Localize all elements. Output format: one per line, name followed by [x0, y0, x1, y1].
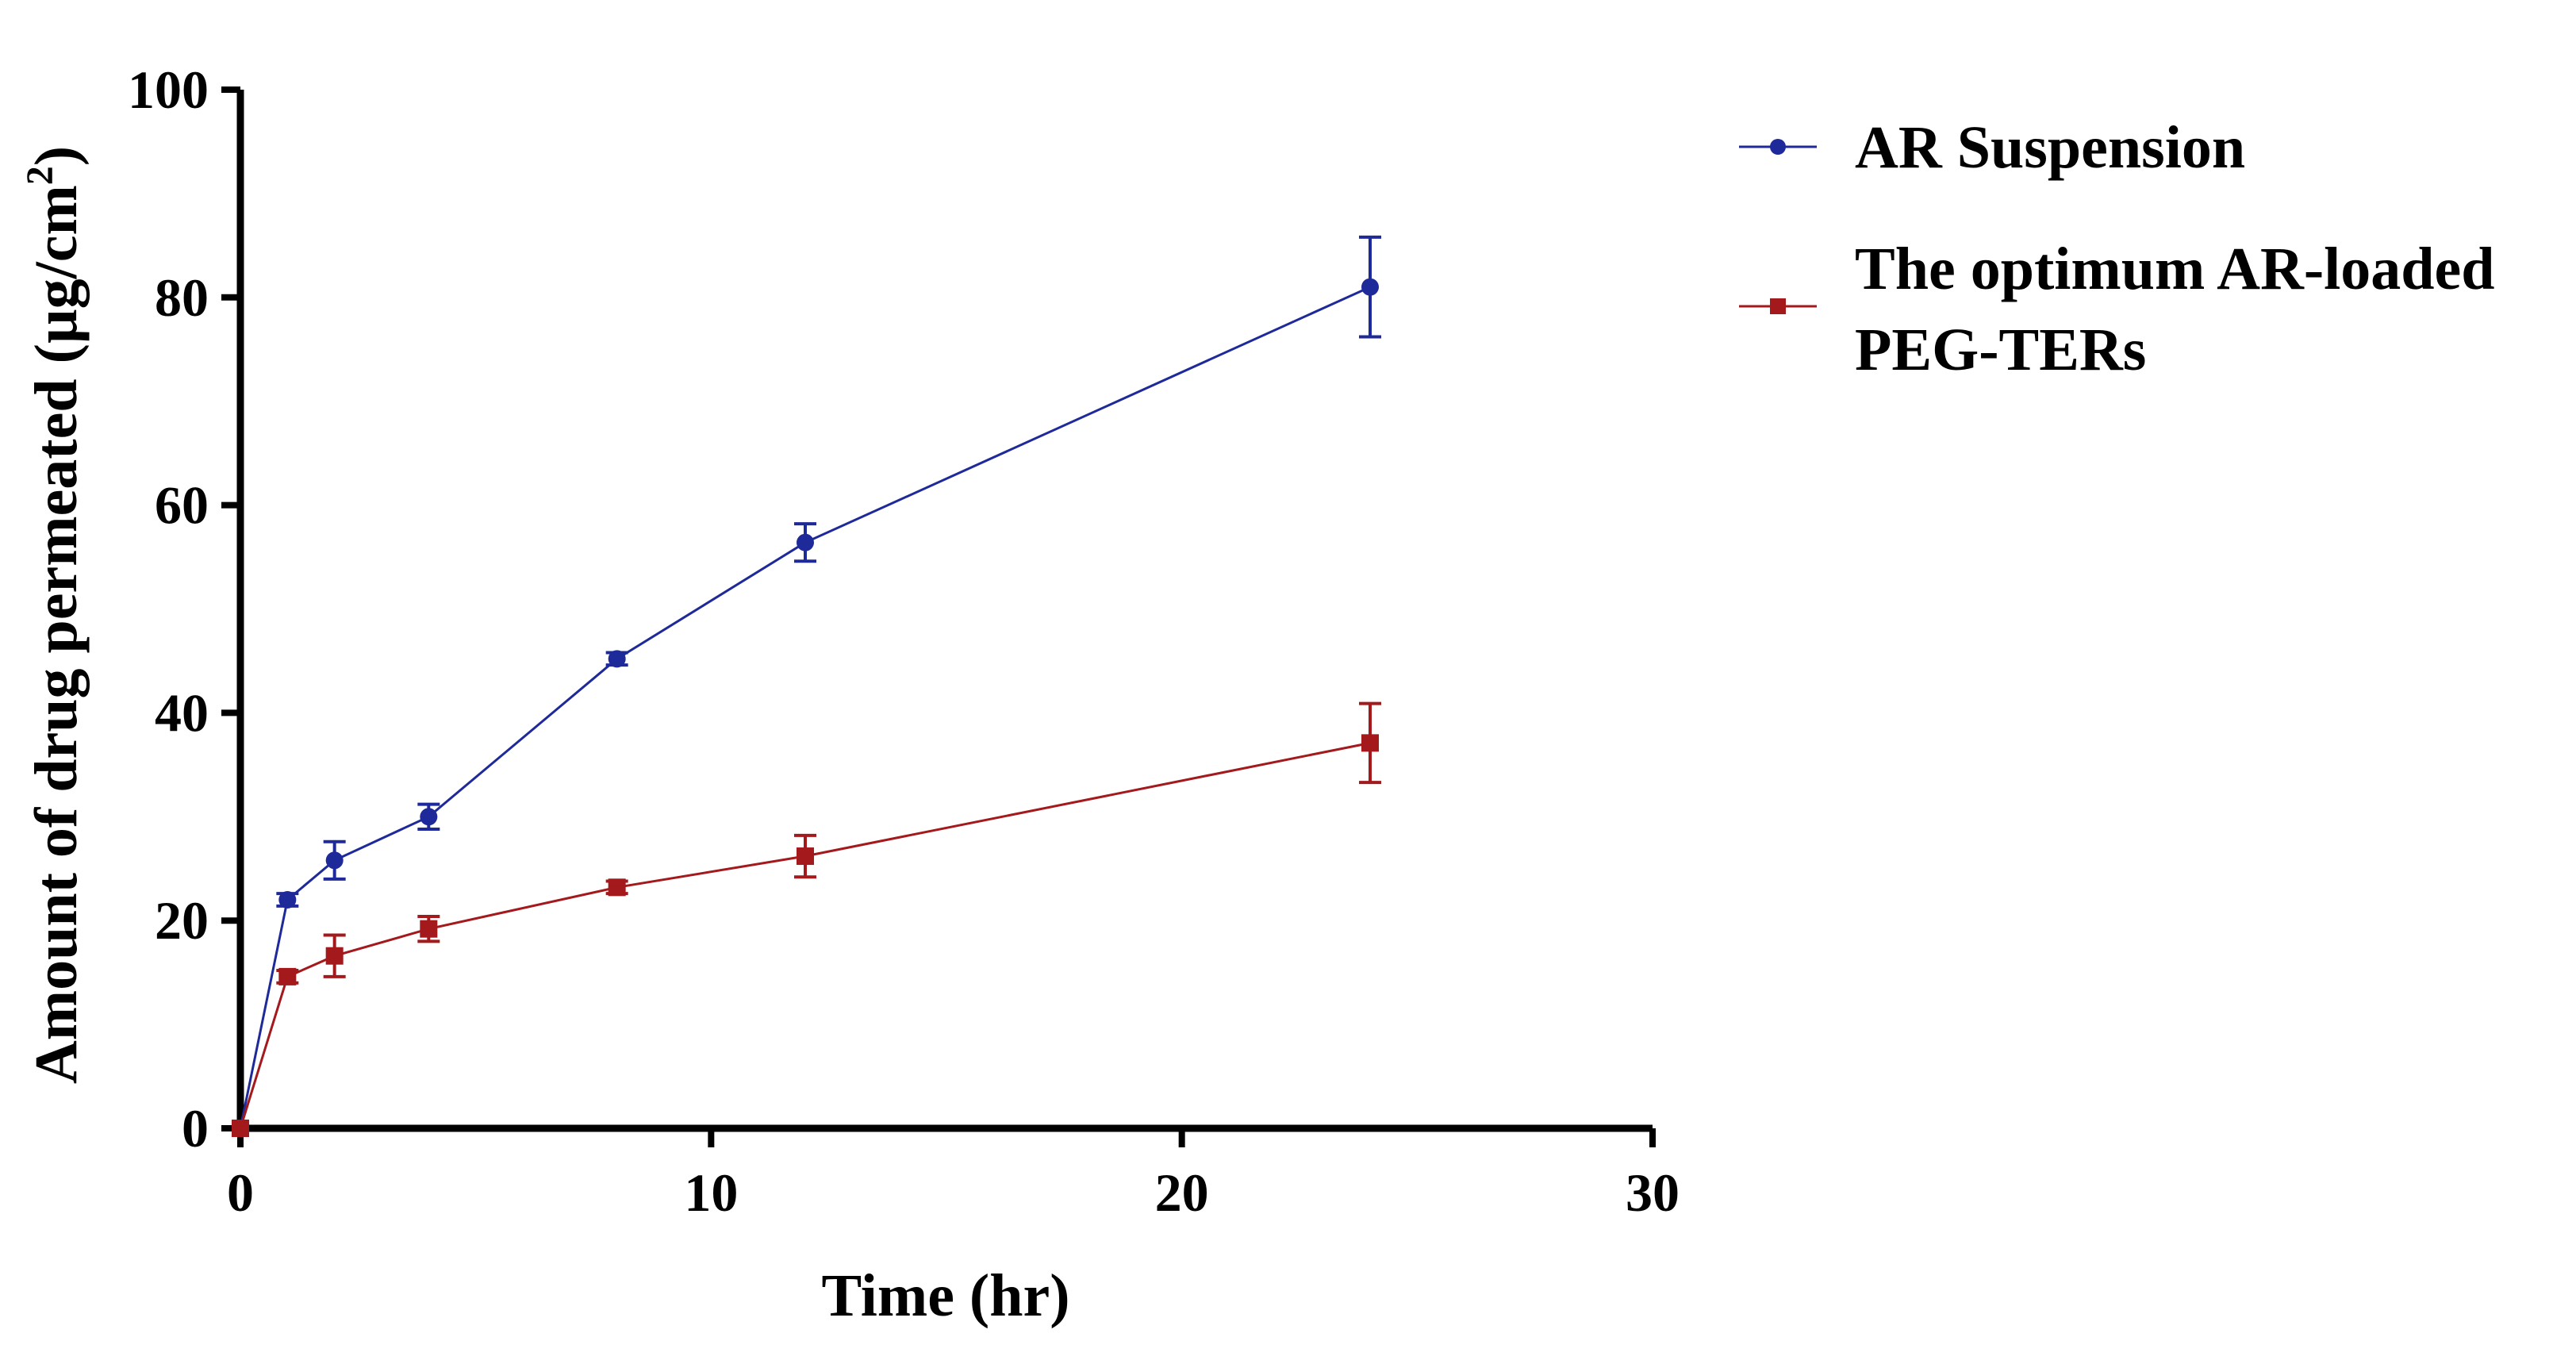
x-tick-label: 20	[1155, 1162, 1209, 1223]
x-tick-label: 30	[1626, 1162, 1680, 1223]
x-tick-label: 10	[684, 1162, 738, 1223]
series-line	[239, 741, 1371, 1129]
data-point	[797, 533, 814, 551]
plot-area: 0 20 40 60 80 100 0 10 20 30	[128, 60, 1680, 1223]
data-point	[278, 891, 297, 909]
legend-item-2: The optimum AR-loaded PEG-TERs	[1739, 236, 2495, 383]
data-point	[278, 967, 297, 985]
legend: AR Suspension The optimum AR-loaded PEG-TE…	[1739, 114, 2495, 383]
y-tick-label: 20	[155, 890, 209, 951]
y-tick-label: 0	[182, 1098, 209, 1158]
legend-marker	[1770, 298, 1786, 314]
data-point	[608, 878, 626, 897]
series-1	[232, 235, 1381, 1137]
legend-label: PEG-TERs	[1855, 317, 2146, 383]
data-point	[325, 947, 344, 965]
x-tick-label: 0	[227, 1162, 254, 1223]
data-point	[420, 808, 438, 826]
legend-marker	[1770, 139, 1786, 155]
y-axis-title-close: )	[23, 146, 90, 166]
legend-label: The optimum AR-loaded	[1855, 236, 2495, 302]
data-point	[1361, 278, 1379, 296]
data-point	[232, 1120, 249, 1137]
data-point	[797, 847, 814, 866]
data-point	[325, 851, 344, 870]
x-axis-title: Time (hr)	[821, 1262, 1069, 1329]
legend-label: AR Suspension	[1855, 114, 2245, 181]
y-axis-title: Amount of drug permeated (µg/cm2)	[19, 146, 90, 1084]
data-point	[420, 920, 438, 938]
y-tick-label: 40	[155, 682, 209, 743]
series-line	[239, 286, 1371, 1129]
y-tick-label: 100	[128, 60, 209, 120]
y-axis-title-superscript: 2	[19, 166, 61, 185]
y-axis-title-main: Amount of drug permeated (µg/cm	[23, 185, 90, 1084]
legend-item-1: AR Suspension	[1739, 114, 2245, 181]
y-tick-label: 60	[155, 475, 209, 536]
y-tick-label: 80	[155, 267, 209, 328]
series-2	[232, 701, 1381, 1137]
data-point	[1361, 734, 1379, 752]
data-point	[608, 650, 626, 668]
